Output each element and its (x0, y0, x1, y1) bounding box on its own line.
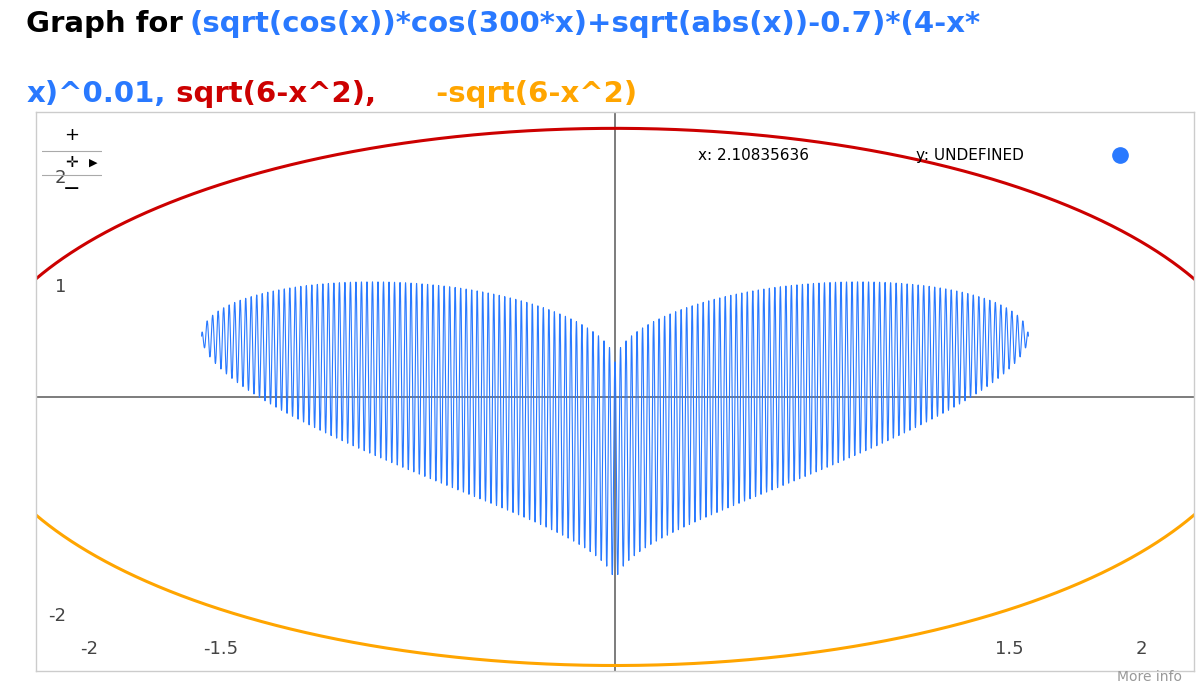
Text: x)^0.01,: x)^0.01, (26, 80, 166, 108)
Text: −: − (64, 179, 80, 199)
Text: -2: -2 (48, 607, 66, 625)
Text: More info: More info (1117, 670, 1182, 684)
Text: 2: 2 (54, 168, 66, 187)
Text: 1.5: 1.5 (996, 640, 1024, 658)
Text: y: UNDEFINED: y: UNDEFINED (916, 147, 1024, 163)
Text: -2: -2 (79, 640, 97, 658)
Text: Graph for: Graph for (26, 10, 193, 38)
Text: ✛: ✛ (66, 154, 78, 170)
Text: x: 2.10835636: x: 2.10835636 (697, 147, 809, 163)
Text: 2: 2 (1135, 640, 1147, 658)
Text: ▶: ▶ (89, 157, 97, 167)
Text: (sqrt(cos(x))*cos(300*x)+sqrt(abs(x))-0.7)*(4-x*: (sqrt(cos(x))*cos(300*x)+sqrt(abs(x))-0.… (190, 10, 980, 38)
Text: sqrt(6-x^2),: sqrt(6-x^2), (166, 80, 376, 108)
Text: +: + (65, 126, 79, 143)
Text: -1.5: -1.5 (203, 640, 238, 658)
Text: 1: 1 (55, 278, 66, 296)
Text: -sqrt(6-x^2): -sqrt(6-x^2) (426, 80, 637, 108)
